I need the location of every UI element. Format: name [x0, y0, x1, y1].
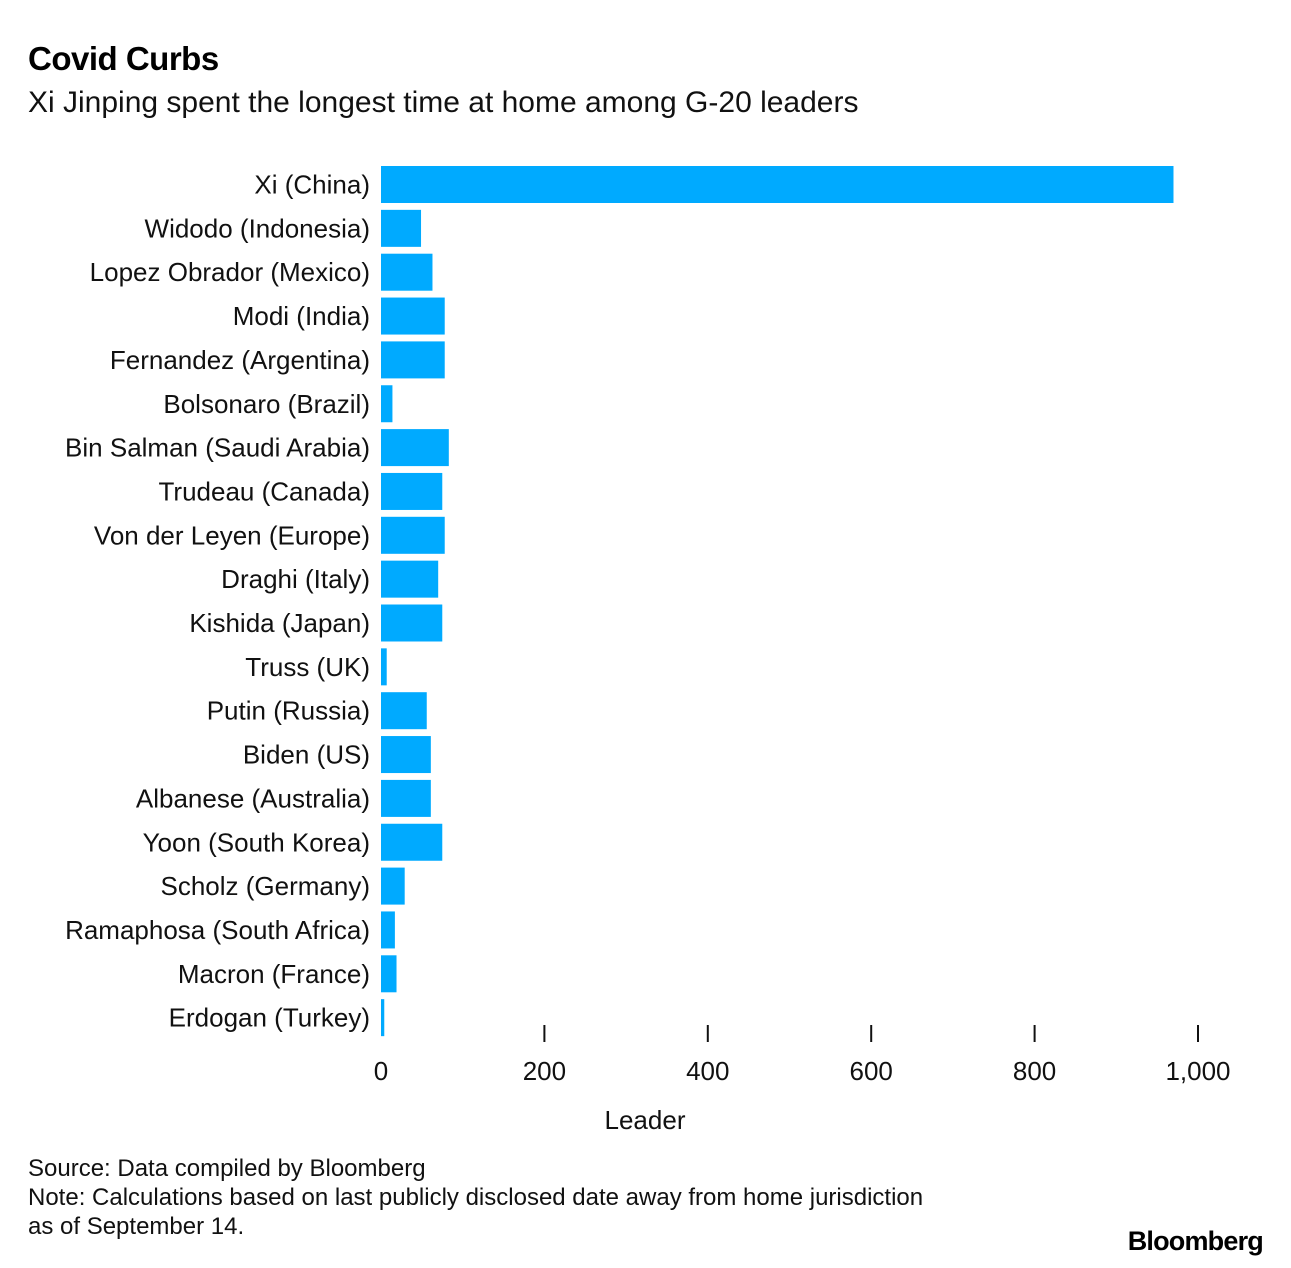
bar: [381, 648, 387, 686]
chart-footer: Source: Data compiled by Bloomberg Note:…: [28, 1154, 923, 1241]
category-label: Erdogan (Turkey): [169, 1003, 370, 1033]
bar: [381, 779, 431, 817]
x-tick-label: 600: [850, 1056, 893, 1086]
category-label: Scholz (Germany): [161, 871, 371, 901]
category-label: Truss (UK): [245, 652, 370, 682]
bar: [381, 429, 449, 467]
bar: [381, 604, 443, 642]
category-label: Modi (India): [233, 301, 370, 331]
category-label: Bolsonaro (Brazil): [163, 389, 370, 419]
category-label: Bin Salman (Saudi Arabia): [65, 433, 370, 463]
category-label: Widodo (Indonesia): [145, 213, 370, 243]
chart-subtitle: Xi Jinping spent the longest time at hom…: [28, 86, 859, 119]
bar: [381, 385, 393, 423]
category-label: Yoon (South Korea): [143, 827, 370, 857]
category-label: Biden (US): [243, 740, 370, 770]
bar: [381, 955, 397, 993]
bar: [381, 867, 405, 905]
note-text-line2: as of September 14.: [28, 1213, 245, 1240]
x-tick-label: 400: [686, 1056, 729, 1086]
bar: [381, 692, 427, 730]
category-label: Xi (China): [254, 170, 370, 200]
bar: [381, 560, 439, 598]
category-label: Trudeau (Canada): [159, 476, 371, 506]
x-tick-label: 200: [523, 1056, 566, 1086]
category-label: Putin (Russia): [207, 696, 370, 726]
x-tick-label: 1,000: [1165, 1056, 1230, 1086]
x-axis: 0 200 400 600 800 1,000: [374, 1025, 1231, 1086]
category-label: Fernandez (Argentina): [110, 345, 370, 375]
bar: [381, 472, 443, 510]
bar: [381, 736, 431, 774]
category-label: Albanese (Australia): [136, 783, 370, 813]
note-text-line1: Note: Calculations based on last publicl…: [28, 1184, 924, 1211]
bar-chart: Xi (China) Widodo (Indonesia) Lopez Obrado…: [65, 166, 1231, 1135]
bar: [381, 823, 443, 861]
x-axis-title: Leader: [605, 1105, 686, 1135]
bar: [381, 516, 445, 554]
category-label: Macron (France): [178, 959, 370, 989]
bar: [381, 166, 1174, 203]
category-label: Von der Leyen (Europe): [94, 520, 370, 550]
bar: [381, 209, 422, 247]
x-tick-label: 800: [1013, 1056, 1056, 1086]
category-labels: Xi (China) Widodo (Indonesia) Lopez Obrado…: [65, 170, 370, 1033]
bar: [381, 297, 445, 335]
category-label: Draghi (Italy): [221, 564, 370, 594]
bar: [381, 999, 385, 1037]
source-text: Source: Data compiled by Bloomberg: [28, 1155, 426, 1182]
x-tick-label: 0: [374, 1056, 388, 1086]
category-label: Kishida (Japan): [189, 608, 370, 638]
chart-title: Covid Curbs: [28, 40, 219, 77]
bloomberg-logo: Bloomberg: [1127, 1226, 1264, 1256]
category-label: Ramaphosa (South Africa): [65, 915, 370, 945]
category-label: Lopez Obrador (Mexico): [90, 257, 370, 287]
bar: [381, 341, 445, 379]
bar-series: [381, 166, 1174, 1037]
bar: [381, 911, 395, 949]
bar: [381, 253, 433, 291]
